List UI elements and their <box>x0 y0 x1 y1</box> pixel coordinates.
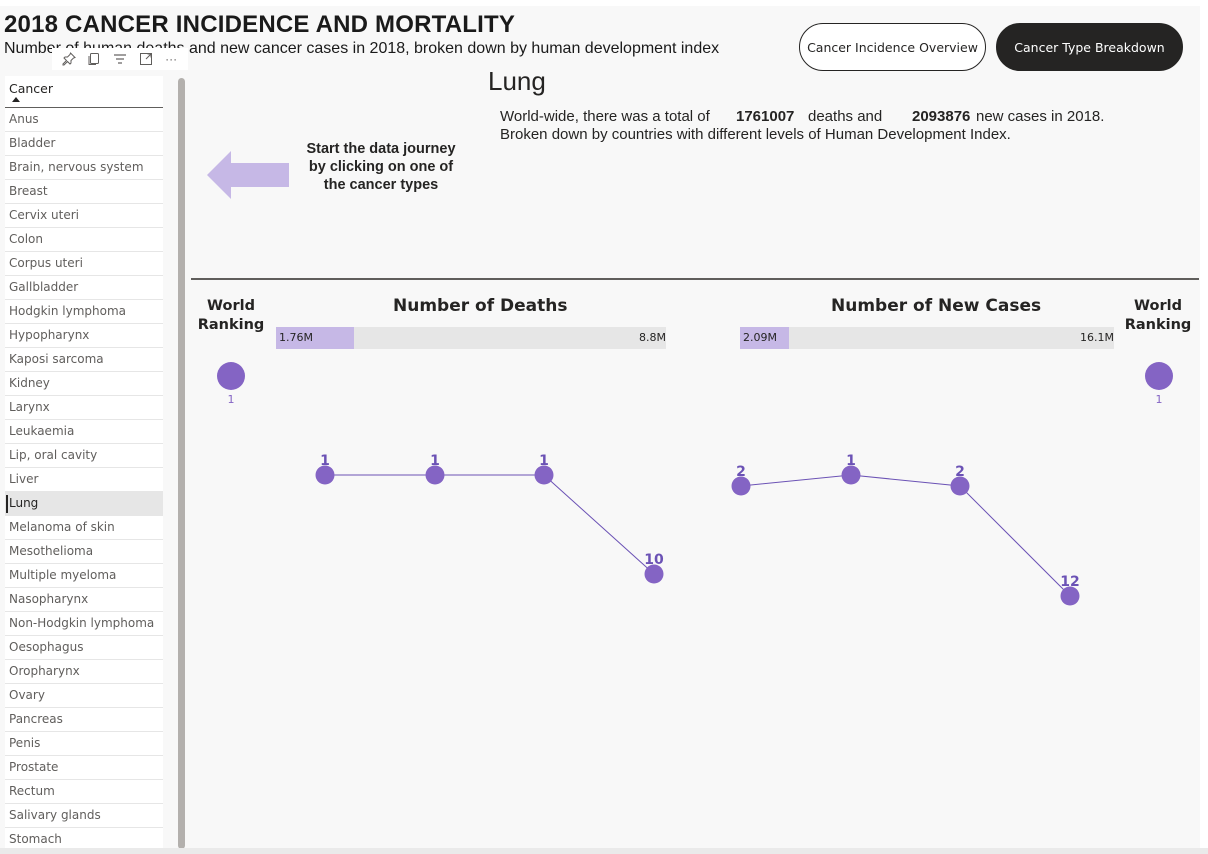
selected-cancer-name: Lung <box>488 66 546 96</box>
page-title: 2018 CANCER INCIDENCE AND MORTALITY <box>4 11 516 38</box>
slicer-item[interactable]: Kaposi sarcoma <box>5 348 163 372</box>
slicer-item[interactable]: Bladder <box>5 132 163 156</box>
cases-bar-max: 16.1M <box>1080 331 1114 344</box>
slicer-item[interactable]: Lip, oral cavity <box>5 444 163 468</box>
slicer-item[interactable]: Oesophagus <box>5 636 163 660</box>
sort-ascending-icon[interactable] <box>12 97 20 102</box>
slicer-item[interactable]: Nasopharynx <box>5 588 163 612</box>
deaths-chart-title: Number of Deaths <box>393 296 568 316</box>
slicer-item[interactable]: Hypopharynx <box>5 324 163 348</box>
deaths-bar-max: 8.8M <box>639 331 666 344</box>
cases-bar-track[interactable]: 2.09M 16.1M <box>740 327 1114 349</box>
summary-mid: deaths and <box>808 108 883 125</box>
cases-bar-fill <box>740 327 789 349</box>
slicer-item[interactable]: Multiple myeloma <box>5 564 163 588</box>
filter-icon[interactable] <box>111 50 129 68</box>
summary-suffix: new cases in 2018. <box>976 108 1105 125</box>
slicer-item[interactable]: Stomach <box>5 828 163 851</box>
slicer-item[interactable]: Gallbladder <box>5 276 163 300</box>
deaths-world-rank-dot[interactable] <box>217 362 245 390</box>
report-canvas <box>0 6 1200 848</box>
slicer-item[interactable]: Oropharynx <box>5 660 163 684</box>
slicer-scrollbar[interactable] <box>178 78 185 849</box>
slicer-item[interactable]: Liver <box>5 468 163 492</box>
focus-mode-icon[interactable] <box>137 50 155 68</box>
deaths-world-rank-value: 1 <box>227 393 235 406</box>
deaths-bar-fill <box>276 327 354 349</box>
slicer-item[interactable]: Colon <box>5 228 163 252</box>
slicer-item[interactable]: Salivary glands <box>5 804 163 828</box>
slicer-item[interactable]: Corpus uteri <box>5 252 163 276</box>
slicer-item[interactable]: Anus <box>5 108 163 132</box>
slicer-list: Anus Bladder Brain, nervous system Breast Ce… <box>5 108 163 851</box>
slicer-item[interactable]: Rectum <box>5 780 163 804</box>
slicer-item[interactable]: Melanoma of skin <box>5 516 163 540</box>
slicer-title: Cancer <box>9 81 54 96</box>
section-divider <box>191 278 1199 280</box>
slicer-item[interactable]: Prostate <box>5 756 163 780</box>
slicer-item[interactable]: Cervix uteri <box>5 204 163 228</box>
cases-total: 2093876 <box>912 108 971 125</box>
deaths-bar-value: 1.76M <box>279 331 313 344</box>
slicer-header[interactable]: Cancer <box>5 76 163 108</box>
cases-world-rank-value: 1 <box>1155 393 1163 406</box>
slicer-item[interactable]: Breast <box>5 180 163 204</box>
cases-bar-value: 2.09M <box>743 331 777 344</box>
summary-text: World-wide, there was a total of 1761007… <box>500 108 1140 144</box>
slicer-item[interactable]: Lung <box>5 492 163 516</box>
bottom-strip <box>0 848 1208 854</box>
more-options-icon[interactable]: ··· <box>165 52 178 66</box>
deaths-total: 1761007 <box>736 108 795 125</box>
cancer-incidence-overview-button[interactable]: Cancer Incidence Overview <box>799 23 986 71</box>
copy-icon[interactable] <box>85 50 103 68</box>
slicer-item[interactable]: Non-Hodgkin lymphoma <box>5 612 163 636</box>
slicer-item[interactable]: Pancreas <box>5 708 163 732</box>
callout-text: Start the data journey by clicking on on… <box>306 141 456 193</box>
left-arrow-icon <box>207 151 289 199</box>
world-ranking-label-cases: World Ranking <box>1124 298 1192 333</box>
cancer-type-breakdown-button[interactable]: Cancer Type Breakdown <box>996 23 1183 71</box>
world-ranking-label-deaths: World Ranking <box>197 298 265 333</box>
slicer-item[interactable]: Mesothelioma <box>5 540 163 564</box>
visual-header-toolbar: ··· <box>52 48 188 70</box>
summary-line-2: Broken down by countries with different … <box>500 126 1011 143</box>
slicer-item[interactable]: Penis <box>5 732 163 756</box>
slicer-item[interactable]: Hodgkin lymphoma <box>5 300 163 324</box>
slicer-item[interactable]: Brain, nervous system <box>5 156 163 180</box>
summary-prefix: World-wide, there was a total of <box>500 108 710 125</box>
cases-world-rank-dot[interactable] <box>1145 362 1173 390</box>
deaths-bar-track[interactable]: 1.76M 8.8M <box>276 327 666 349</box>
new-cases-chart-title: Number of New Cases <box>831 296 1042 316</box>
slicer-item[interactable]: Leukaemia <box>5 420 163 444</box>
slicer-item[interactable]: Larynx <box>5 396 163 420</box>
pin-icon[interactable] <box>60 50 78 68</box>
cancer-slicer: Cancer Anus Bladder Brain, nervous system B… <box>5 76 163 851</box>
slicer-item[interactable]: Ovary <box>5 684 163 708</box>
slicer-item[interactable]: Kidney <box>5 372 163 396</box>
